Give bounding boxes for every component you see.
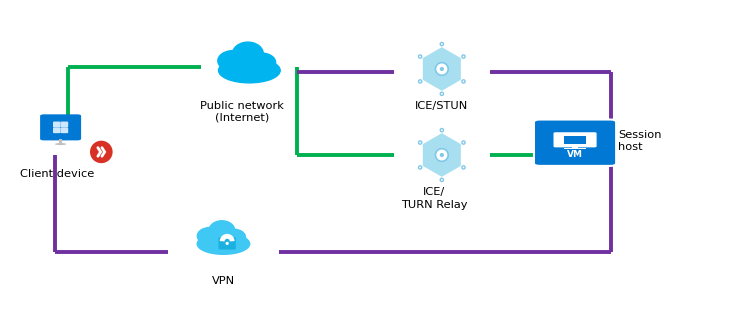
Ellipse shape	[440, 153, 444, 157]
Ellipse shape	[440, 129, 444, 132]
Polygon shape	[422, 132, 462, 178]
Ellipse shape	[226, 242, 229, 245]
Ellipse shape	[233, 42, 263, 65]
Ellipse shape	[222, 229, 245, 246]
Ellipse shape	[55, 143, 66, 145]
FancyBboxPatch shape	[218, 237, 236, 250]
Ellipse shape	[462, 141, 465, 144]
Ellipse shape	[418, 80, 422, 83]
FancyBboxPatch shape	[53, 122, 61, 127]
Text: ICE/
TURN Relay: ICE/ TURN Relay	[401, 187, 467, 210]
FancyBboxPatch shape	[564, 136, 586, 144]
Text: VM: VM	[567, 150, 583, 159]
FancyBboxPatch shape	[534, 120, 616, 166]
Ellipse shape	[440, 92, 444, 95]
FancyBboxPatch shape	[554, 132, 597, 147]
Ellipse shape	[218, 51, 249, 71]
Ellipse shape	[462, 55, 465, 58]
Text: Client device: Client device	[20, 169, 94, 179]
FancyBboxPatch shape	[40, 114, 81, 140]
FancyBboxPatch shape	[53, 127, 61, 133]
Ellipse shape	[247, 53, 276, 72]
Ellipse shape	[462, 166, 465, 169]
Ellipse shape	[197, 233, 250, 254]
Ellipse shape	[209, 221, 235, 240]
Text: VPN: VPN	[212, 276, 235, 286]
FancyBboxPatch shape	[61, 127, 68, 133]
Ellipse shape	[418, 55, 422, 58]
FancyBboxPatch shape	[59, 139, 62, 144]
Ellipse shape	[440, 42, 444, 46]
FancyBboxPatch shape	[61, 122, 68, 127]
Text: Public network
(Internet): Public network (Internet)	[200, 101, 284, 123]
Ellipse shape	[198, 228, 222, 245]
Text: Session
host: Session host	[618, 130, 661, 153]
Ellipse shape	[89, 140, 114, 164]
FancyBboxPatch shape	[572, 146, 578, 148]
Ellipse shape	[418, 141, 422, 144]
Text: ICE/STUN: ICE/STUN	[415, 101, 468, 111]
Ellipse shape	[462, 80, 465, 83]
Ellipse shape	[440, 67, 444, 71]
Ellipse shape	[435, 149, 448, 161]
FancyBboxPatch shape	[564, 148, 586, 149]
Ellipse shape	[218, 58, 280, 83]
Ellipse shape	[440, 178, 444, 181]
Ellipse shape	[418, 166, 422, 169]
Ellipse shape	[435, 63, 448, 75]
Polygon shape	[422, 46, 462, 92]
